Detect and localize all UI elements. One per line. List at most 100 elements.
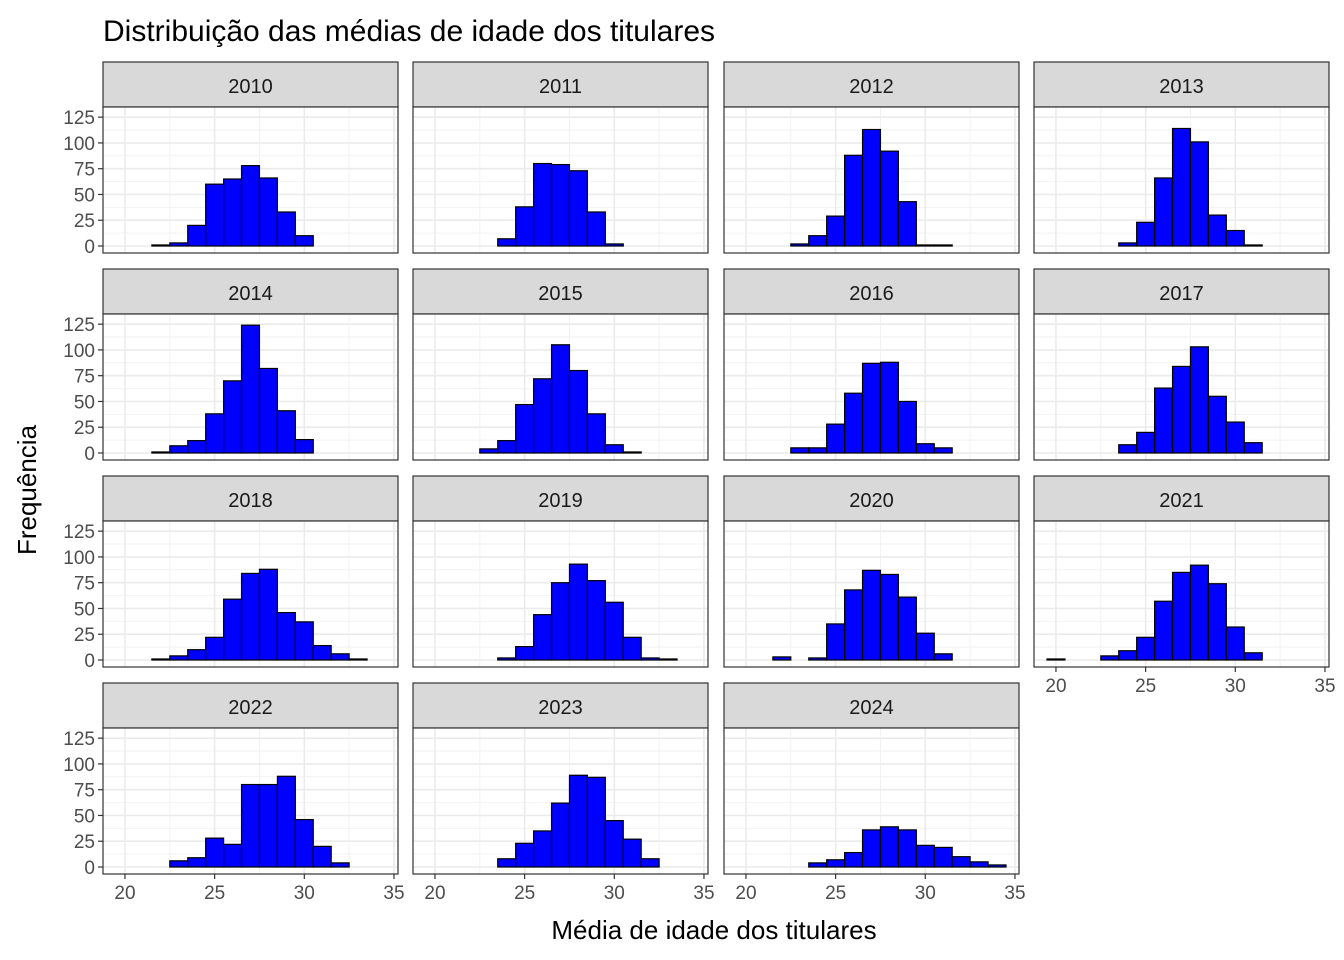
panel-border [412,520,709,668]
x-axis-title: Média de idade dos titulares [551,915,876,945]
histogram-bar [568,774,589,868]
facet-strip [1033,61,1330,108]
histogram-bar [169,860,189,868]
x-tick-label: 30 [604,883,625,904]
histogram-bar [223,598,243,661]
x-tick-label: 30 [1225,676,1246,697]
facet-strip-label: 2015 [538,283,583,305]
histogram-bar [223,380,243,454]
histogram-bar [897,829,917,868]
histogram-bar [897,596,917,661]
histogram-bar [568,369,589,454]
histogram-bar [312,644,332,661]
y-tick-label: 100 [63,134,95,155]
y-tick-label: 50 [74,185,95,206]
histogram-bar [1189,346,1210,454]
facet-strip-label: 2014 [228,283,273,305]
histogram-bar [772,656,792,661]
histogram-bar [808,447,828,454]
x-tick-label: 30 [915,883,936,904]
histogram-bar [550,344,571,454]
histogram-bar [969,861,989,868]
histogram-bar [205,837,225,868]
histogram-bar [169,655,189,661]
histogram-bar [258,177,279,247]
histogram-bar [1243,442,1263,454]
facet-strip-label: 2019 [538,490,583,512]
histogram-bar [843,154,864,247]
histogram-bar [790,243,810,247]
histogram-bar [1225,421,1245,454]
facet-strip [102,682,399,729]
histogram-bar [915,443,935,454]
panel-border [723,520,1020,668]
histogram-bar [151,451,171,454]
histogram-bar [240,572,261,661]
histogram-bar [933,447,953,454]
histogram-bar [861,829,882,868]
y-tick-label: 75 [74,160,95,181]
histogram-bar [808,657,828,661]
histogram-bar [497,657,517,661]
facet-strip [412,475,709,522]
histogram-bar [205,636,225,661]
panel-border [412,727,709,875]
histogram-bar [1207,395,1227,454]
facet-panel-2017: 2017 [1033,268,1330,461]
facet-panel-2015: 2015 [412,268,709,461]
x-tick-label: 20 [735,883,756,904]
histogram-bar [169,242,189,247]
histogram-bar [497,238,517,247]
histogram-bar [1171,365,1192,454]
y-tick-label: 75 [74,574,95,595]
y-tick-label: 25 [74,418,95,439]
histogram-bar [1243,652,1263,661]
histogram-bar [826,623,846,661]
y-tick-label: 0 [84,237,95,258]
histogram-bar [532,830,553,868]
histogram-bar [604,444,624,454]
histogram-bar [258,783,279,868]
histogram-bar [1046,658,1066,661]
histogram-bar [205,413,225,454]
x-tick-label: 35 [1314,676,1335,697]
histogram-bar [897,201,917,247]
x-tick-label: 25 [204,883,225,904]
histogram-bar [808,862,828,868]
histogram-bar [294,235,314,247]
histogram-bar [550,163,571,247]
panel-border [723,727,1020,875]
facet-strip-label: 2024 [849,697,894,719]
panel-border [1033,520,1330,668]
histogram-bar [1100,655,1120,661]
y-axis-title: Frequência [12,424,42,555]
panel-border [102,106,399,254]
histogram-bar [897,400,917,454]
histogram-bar [843,589,864,661]
histogram-bar [205,183,225,247]
y-tick-label: 0 [84,651,95,672]
histogram-bar [151,658,171,661]
histogram-bar [330,862,350,868]
histogram-bar [1171,127,1192,247]
histogram-bar [258,568,279,661]
x-tick-label: 20 [1045,676,1066,697]
y-tick-label: 50 [74,392,95,413]
histogram-bar [826,215,846,247]
facet-panel-2014: 2014 0 25 50 75 100 125 [63,268,399,465]
histogram-bar [1136,431,1156,454]
histogram-bar [312,845,332,868]
y-tick-label: 100 [63,548,95,569]
histogram-bar [826,859,846,868]
facet-panel-2012: 2012 [723,61,1020,254]
histogram-bar [568,170,589,247]
histogram-bar [550,802,571,868]
histogram-bar [497,440,517,454]
facet-strip [723,61,1020,108]
histogram-bar [532,162,553,247]
histogram-bar [187,440,207,454]
y-tick-label: 25 [74,211,95,232]
panel-border [1033,313,1330,461]
